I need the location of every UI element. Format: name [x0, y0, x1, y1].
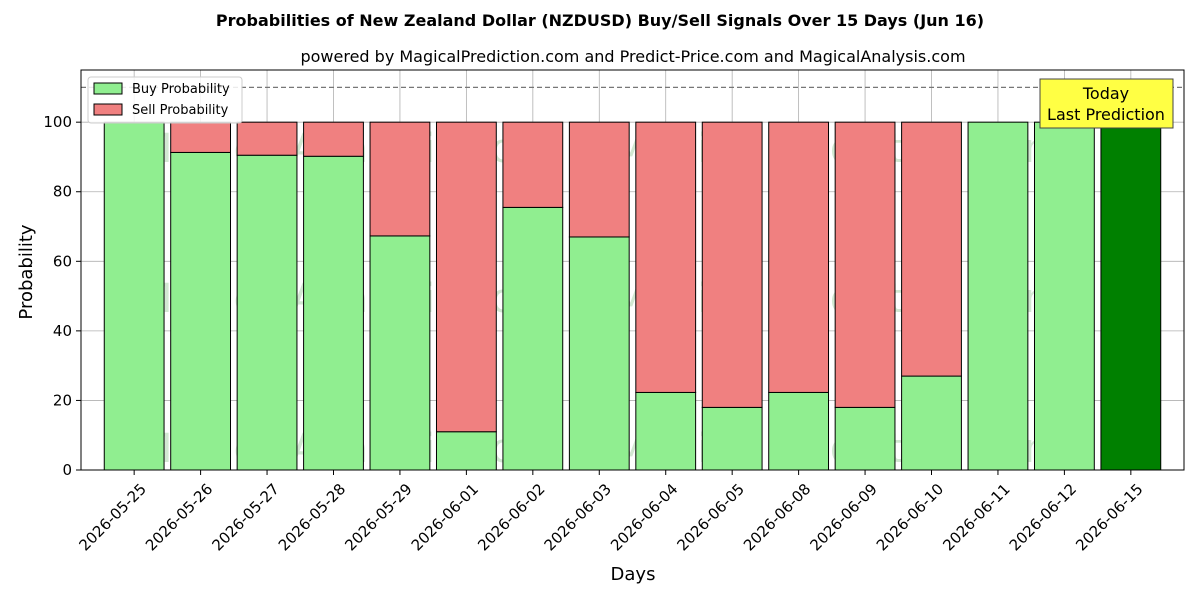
y-tick-label: 80 — [53, 183, 72, 201]
x-tick-label: 2026-05-25 — [76, 480, 150, 554]
buy-bar — [901, 375, 962, 471]
legend-box — [87, 76, 243, 124]
legend-label: Buy Probability — [132, 82, 230, 97]
x-tick-label: 2026-06-09 — [806, 480, 880, 554]
plot-area: MagicalAnalysis.comMagicalPrediction.com… — [43, 69, 1185, 554]
y-tick-label: 100 — [43, 113, 72, 131]
buy-bar — [236, 154, 298, 471]
x-tick-label: 2026-06-03 — [541, 480, 615, 554]
x-tick-label: 2026-06-02 — [474, 480, 548, 554]
y-tick-label: 20 — [53, 391, 72, 409]
sell-bar — [901, 121, 962, 377]
sell-bar — [435, 121, 497, 433]
buy-bar — [502, 206, 564, 471]
sell-bar — [303, 121, 364, 157]
x-tick-label: 2026-06-04 — [607, 480, 681, 554]
buy-bar — [435, 431, 497, 471]
sell-bar — [834, 121, 896, 408]
buy-bar — [967, 121, 1029, 471]
x-tick-label: 2026-05-29 — [341, 480, 415, 554]
buy-bar — [303, 155, 364, 471]
y-tick-label: 60 — [53, 252, 72, 270]
sell-bar — [768, 121, 830, 393]
x-tick-label: 2026-06-05 — [674, 480, 748, 554]
buy-bar — [834, 406, 896, 471]
buy-bar — [635, 391, 697, 471]
legend: Buy Probability Sell Probability — [87, 76, 243, 124]
sell-bar — [635, 121, 697, 393]
sell-bar — [236, 121, 298, 156]
axes-frame — [80, 69, 1185, 471]
sell-bar — [568, 121, 630, 238]
annotation-line: Today — [1082, 84, 1129, 103]
sell-bar — [701, 121, 763, 408]
x-tick-label: 2026-05-28 — [275, 480, 349, 554]
annotation: Today Last Prediction — [1039, 78, 1174, 129]
buy-bar — [1100, 121, 1162, 471]
x-tick-label: 2026-05-27 — [208, 480, 282, 554]
buy-bar — [768, 391, 830, 471]
legend-label: Sell Probability — [132, 103, 229, 118]
legend-swatch — [93, 103, 123, 116]
buy-bar — [568, 236, 630, 471]
buy-bar — [701, 406, 763, 471]
sell-bar — [502, 121, 564, 208]
buy-bar — [369, 235, 431, 471]
x-tick-label: 2026-05-26 — [142, 480, 216, 554]
x-tick-label: 2026-06-10 — [873, 480, 947, 554]
x-tick-label: 2026-06-15 — [1072, 480, 1146, 554]
x-tick-label: 2026-06-01 — [408, 480, 482, 554]
y-axis-label: Probability — [16, 224, 37, 319]
buy-bar — [103, 121, 165, 471]
x-tick-label: 2026-06-08 — [740, 480, 814, 554]
annotation-line: Last Prediction — [1047, 105, 1165, 124]
y-tick-label: 40 — [53, 322, 72, 340]
sell-bar — [369, 121, 431, 237]
buy-bar — [1033, 121, 1095, 471]
annotation-box — [1039, 78, 1174, 129]
sell-bar — [170, 121, 232, 153]
x-tick-label: 2026-06-11 — [939, 480, 1013, 554]
chart-title: Probabilities of New Zealand Dollar (NZD… — [216, 11, 984, 30]
y-tick-label: 0 — [62, 461, 72, 479]
legend-swatch — [93, 82, 123, 95]
chart-subtitle: powered by MagicalPrediction.com and Pre… — [300, 47, 965, 66]
buy-bar — [170, 151, 232, 471]
x-axis-label: Days — [611, 564, 656, 585]
x-tick-label: 2026-06-12 — [1006, 480, 1080, 554]
